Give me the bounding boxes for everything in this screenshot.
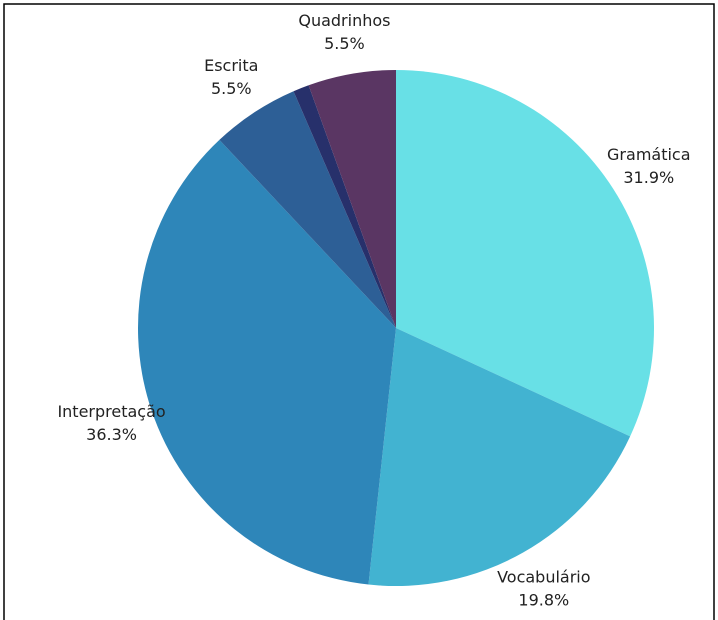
slice-value-label: 19.8% <box>518 591 569 610</box>
pie-slice <box>219 91 396 329</box>
slice-label: Interpretação <box>57 402 165 421</box>
pie-slice <box>308 70 396 328</box>
slice-label: Quadrinhos <box>298 11 390 30</box>
slice-value-label: 31.9% <box>623 168 674 187</box>
slice-label: Vocabulário <box>497 568 590 587</box>
pie-slice <box>293 85 396 328</box>
slice-value-label: 5.5% <box>211 79 252 98</box>
slice-value-label: 5.5% <box>324 34 365 53</box>
slice-value-label: 36.3% <box>86 425 137 444</box>
pie-slice <box>138 139 396 585</box>
slice-label: Escrita <box>204 56 258 75</box>
pie-slice <box>396 70 654 437</box>
slice-label: Gramática <box>607 145 691 164</box>
pie-slice <box>368 328 631 586</box>
